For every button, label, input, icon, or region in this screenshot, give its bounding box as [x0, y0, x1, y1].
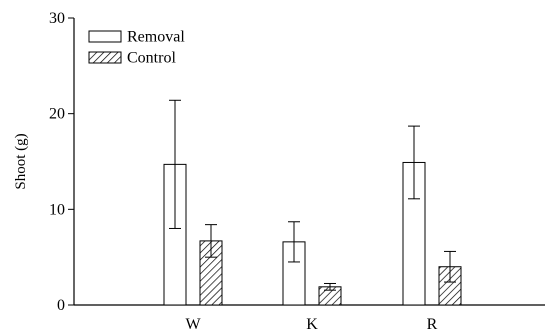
y-tick-label: 10 — [49, 201, 65, 218]
x-tick-label-k: K — [306, 316, 318, 330]
legend-label-removal: Removal — [127, 29, 185, 46]
legend-label-control: Control — [127, 50, 176, 67]
legend-swatch-removal — [88, 30, 122, 43]
y-axis-label: Shoot (g) — [13, 133, 29, 189]
x-tick-label-w: W — [185, 316, 201, 330]
plot-area: 0 10 20 30 Shoot (g) W K R — [13, 10, 545, 333]
legend-swatch-control — [88, 51, 122, 64]
y-tick-label: 0 — [57, 297, 65, 314]
y-tick-label: 20 — [49, 106, 65, 123]
y-tick-label: 30 — [49, 10, 65, 27]
x-tick-label-r: R — [427, 316, 438, 330]
legend: Removal Control — [88, 29, 185, 67]
